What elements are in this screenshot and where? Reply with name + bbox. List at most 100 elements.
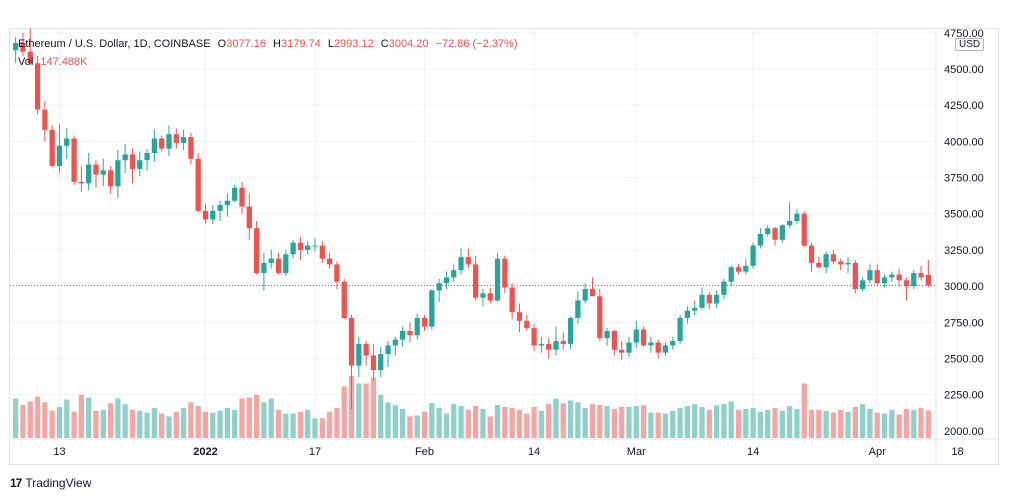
volume-bar bbox=[34, 396, 41, 438]
candle-body bbox=[34, 63, 41, 110]
candle-body bbox=[611, 330, 618, 350]
volume-bar bbox=[502, 407, 508, 438]
candle-body bbox=[129, 154, 136, 169]
volume-bar bbox=[115, 398, 121, 438]
price-tick-label: 4250.00 bbox=[944, 100, 984, 112]
price-tick-label: 3000.00 bbox=[944, 281, 984, 293]
volume-bar bbox=[334, 407, 340, 438]
volume-bar bbox=[400, 408, 406, 438]
candle-body bbox=[560, 341, 566, 344]
volume-bar bbox=[852, 407, 858, 438]
volume-bar bbox=[735, 409, 742, 438]
volume-bar bbox=[648, 412, 654, 438]
volume-bar bbox=[516, 409, 523, 438]
close-label: C bbox=[380, 38, 389, 50]
candle-body bbox=[582, 288, 588, 301]
candle-body bbox=[779, 225, 785, 240]
candle-body bbox=[49, 129, 55, 166]
tradingview-logo[interactable]: 17 TradingView bbox=[10, 476, 91, 490]
candle-body bbox=[100, 170, 106, 175]
volume-bar bbox=[575, 402, 581, 438]
price-tick-label: 2750.00 bbox=[944, 317, 984, 329]
candle-body bbox=[341, 281, 347, 318]
candle-body bbox=[429, 290, 435, 327]
candle-body bbox=[881, 277, 888, 284]
candle-body bbox=[699, 294, 705, 308]
volume-bar bbox=[524, 413, 530, 438]
volume-bar bbox=[451, 404, 457, 438]
volume-bar bbox=[458, 406, 464, 438]
currency-label[interactable]: USD bbox=[955, 38, 985, 51]
candle-body bbox=[297, 242, 304, 250]
candle-body bbox=[670, 341, 676, 346]
high-value: 3179.74 bbox=[280, 38, 321, 50]
open-label: O bbox=[217, 38, 227, 50]
low-value: 2993.12 bbox=[333, 38, 374, 50]
candle-body bbox=[202, 210, 209, 220]
candle-body bbox=[78, 181, 84, 184]
candle-body bbox=[224, 200, 231, 206]
candle-body bbox=[400, 330, 406, 340]
volume-bar bbox=[129, 409, 136, 438]
price-tick-label: 2000.00 bbox=[944, 426, 984, 438]
time-tick-label: Mar bbox=[627, 446, 646, 458]
candle-body bbox=[911, 273, 917, 287]
price-tick-label: 2250.00 bbox=[944, 390, 984, 402]
change-value: −72.86 (−2.37%) bbox=[435, 38, 518, 50]
volume-bar bbox=[860, 404, 866, 438]
volume-bar bbox=[356, 383, 362, 438]
candle-body bbox=[348, 317, 355, 366]
volume-bar bbox=[538, 410, 544, 438]
price-tick-label: 4500.00 bbox=[944, 64, 984, 76]
candle-body bbox=[604, 330, 610, 339]
candle-body bbox=[823, 254, 829, 268]
candle-body bbox=[326, 258, 333, 265]
volume-bar bbox=[210, 412, 216, 438]
open-value: 3077.16 bbox=[226, 38, 266, 50]
candle-body bbox=[195, 158, 201, 211]
volume-bar bbox=[71, 411, 77, 438]
volume-bar bbox=[297, 411, 304, 438]
volume-bar bbox=[494, 405, 501, 438]
volume-bar bbox=[100, 409, 106, 438]
candle-body bbox=[188, 137, 194, 159]
volume-bar bbox=[465, 409, 471, 438]
candle-body bbox=[166, 134, 172, 149]
time-tick-label: Feb bbox=[415, 446, 434, 458]
volume-bar bbox=[202, 411, 209, 438]
candle-body bbox=[903, 280, 910, 287]
candle-body bbox=[246, 206, 252, 229]
volume-bar bbox=[867, 408, 873, 438]
volume-bar bbox=[553, 398, 559, 438]
candle-body bbox=[319, 245, 325, 259]
price-tick-label: 3250.00 bbox=[944, 245, 984, 257]
price-tick-label: 4000.00 bbox=[944, 136, 984, 148]
candle-body bbox=[626, 342, 632, 353]
volume-bar bbox=[122, 404, 128, 438]
candle-body bbox=[378, 354, 384, 370]
volume-bar bbox=[874, 412, 880, 438]
price-series bbox=[13, 28, 931, 410]
candle-body bbox=[451, 270, 457, 278]
volume-bar bbox=[925, 410, 931, 438]
volume-bar bbox=[436, 407, 442, 438]
volume-bar bbox=[567, 400, 574, 438]
volume-bar bbox=[816, 409, 822, 438]
volume-bar bbox=[546, 404, 552, 438]
volume-bar bbox=[487, 416, 493, 438]
candle-body bbox=[765, 228, 771, 234]
candle-body bbox=[210, 210, 216, 220]
candle-body bbox=[283, 254, 289, 274]
symbol-title[interactable]: Ethereum / U.S. Dollar, 1D, COINBASE bbox=[18, 38, 211, 50]
volume-bar bbox=[626, 407, 632, 438]
candle-body bbox=[436, 283, 442, 291]
candle-body bbox=[633, 329, 639, 343]
candle-body bbox=[290, 242, 296, 255]
candle-body bbox=[93, 164, 99, 175]
volume-bar bbox=[750, 407, 756, 438]
volume-bar bbox=[20, 405, 26, 438]
candle-body bbox=[896, 274, 902, 281]
candle-body bbox=[546, 343, 552, 350]
volume-bar bbox=[319, 418, 325, 438]
